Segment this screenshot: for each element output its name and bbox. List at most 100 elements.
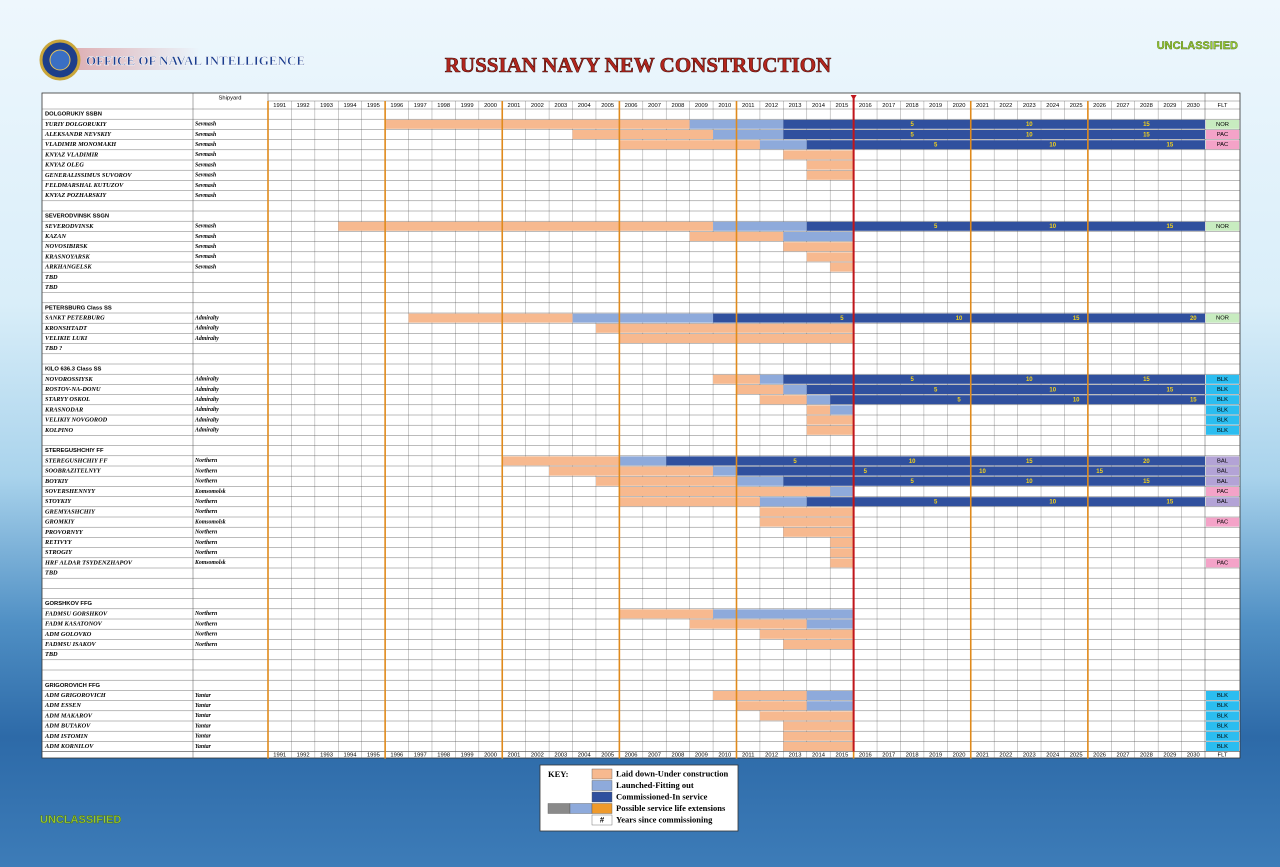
service-years-label: 5 xyxy=(934,500,938,506)
ship-name: FADMSU ISAKOV xyxy=(45,641,96,648)
laid-bar xyxy=(338,221,714,231)
shipyard: Northern xyxy=(194,632,217,638)
year-label-bottom: 2011 xyxy=(742,753,754,759)
table-frame xyxy=(41,92,1241,759)
key-label: Years since commissioning xyxy=(616,814,713,824)
fleet-label: NOR xyxy=(1216,316,1229,322)
commissioned-bar xyxy=(783,374,1205,384)
shipyard: Northern xyxy=(194,611,217,617)
year-label-bottom: 2028 xyxy=(1140,753,1153,759)
section-title: KILO 636.3 Class SS xyxy=(45,367,102,373)
fleet-label: BLK xyxy=(1217,428,1228,434)
fleet-cell xyxy=(1206,558,1239,568)
year-label: 2024 xyxy=(1046,103,1060,109)
fleet-cell xyxy=(1206,701,1239,711)
year-label-bottom: 2023 xyxy=(1023,753,1036,759)
fleet-cell xyxy=(1206,476,1239,486)
laid-bar xyxy=(806,160,854,170)
fleet-cell xyxy=(1206,466,1239,476)
year-label: 1994 xyxy=(344,103,358,109)
year-label: 2000 xyxy=(484,103,497,109)
ship-name: SOVERSHENNYY xyxy=(45,488,96,495)
service-years-label: 5 xyxy=(934,387,938,393)
year-label-bottom: 2003 xyxy=(554,753,567,759)
year-label-bottom: 2022 xyxy=(999,753,1012,759)
laid-bar xyxy=(736,701,807,711)
year-label: 2003 xyxy=(554,103,567,109)
year-label-bottom: 2008 xyxy=(671,753,684,759)
fleet-label: PAC xyxy=(1217,142,1229,148)
fleet-cell xyxy=(1206,517,1239,527)
launched-bar xyxy=(713,221,807,231)
service-years-label: 10 xyxy=(1049,224,1056,230)
ship-name: SEVERODVINSK xyxy=(45,223,94,230)
shipyard: Komsomolsk xyxy=(194,519,226,525)
commissioned-bar xyxy=(806,221,1205,231)
service-years-label: 15 xyxy=(1096,469,1103,475)
year-label-bottom: 2024 xyxy=(1046,753,1060,759)
year-label-bottom: 2029 xyxy=(1163,753,1176,759)
service-years-label: 10 xyxy=(956,316,963,322)
year-label: 2016 xyxy=(859,103,872,109)
year-label-bottom: 1999 xyxy=(461,753,474,759)
ship-name: NOVOSIBIRSK xyxy=(44,243,88,250)
shipyard: Admiralty xyxy=(194,428,219,434)
shipyard: Sevmash xyxy=(195,234,216,240)
ship-name: SANKT PETERBURG xyxy=(45,315,105,322)
year-label: 2029 xyxy=(1163,103,1176,109)
laid-bar xyxy=(385,119,690,129)
commissioned-bar xyxy=(666,456,1205,466)
commissioned-bar xyxy=(830,395,1205,405)
commissioned-bar xyxy=(806,140,1205,150)
service-years-label: 10 xyxy=(1026,377,1033,383)
commissioned-bar xyxy=(783,476,1205,486)
year-label-bottom: 2013 xyxy=(789,753,802,759)
fleet-header: FLT xyxy=(1218,103,1228,109)
year-label-bottom: 2002 xyxy=(531,753,544,759)
commissioned-bar xyxy=(806,385,1205,394)
section-title: GRIGOROVICH FFG xyxy=(45,683,101,689)
title: RUSSIAN NAVY NEW CONSTRUCTION xyxy=(445,53,831,77)
laid-bar xyxy=(572,130,714,139)
fleet-cell xyxy=(1206,711,1239,721)
ship-name: KOLPINO xyxy=(44,427,73,434)
year-label: 2019 xyxy=(929,103,942,109)
ship-name: STARYY OSKOL xyxy=(45,396,90,403)
laid-bar xyxy=(619,487,831,496)
section-title: DOLGORUKIY SSBN xyxy=(45,112,102,118)
ship-name: STROGIY xyxy=(45,549,73,556)
fleet-cell xyxy=(1206,395,1239,405)
laid-bar xyxy=(713,691,807,700)
key-label: Commissioned-In service xyxy=(616,791,708,801)
shipyard: Sevmash xyxy=(195,142,216,148)
shipyard: Admiralty xyxy=(194,315,219,321)
year-label-bottom: 1997 xyxy=(414,753,427,759)
year-label-bottom: 2021 xyxy=(976,753,989,759)
agency-name: OFFICE OF NAVAL INTELLIGENCE xyxy=(86,53,305,68)
ship-name: STEREGUSHCHIY FF xyxy=(45,457,108,464)
shipyard: Yantar xyxy=(195,744,212,750)
launched-bar xyxy=(759,140,807,150)
fleet-cell xyxy=(1206,742,1239,751)
shipyard: Sevmash xyxy=(195,244,216,250)
shipyard: Yantar xyxy=(195,734,212,740)
logo: OFFICE OF NAVAL INTELLIGENCE xyxy=(39,39,305,81)
fleet-label: BLK xyxy=(1217,377,1228,383)
fleet-cell xyxy=(1206,385,1239,394)
year-label-bottom: 2019 xyxy=(929,753,942,759)
laid-bar xyxy=(549,466,714,476)
year-label: 2001 xyxy=(508,103,521,109)
year-label: 2026 xyxy=(1093,103,1106,109)
ship-name: TBD ? xyxy=(45,345,62,352)
shipyard: Northern xyxy=(194,530,217,536)
year-label-bottom: 2005 xyxy=(601,753,614,759)
ship-name: HRF ALDAR TSYDENZHAPOV xyxy=(44,559,133,566)
shipyard: Admiralty xyxy=(194,377,219,383)
ship-name: ROSTOV-NA-DONU xyxy=(44,386,101,393)
key-label: Laid down-Under construction xyxy=(616,768,729,778)
laid-bar xyxy=(783,150,854,160)
fleet-cell xyxy=(1206,497,1239,507)
shipyard: Admiralty xyxy=(194,387,219,393)
section-title: SEVERODVINSK SSGN xyxy=(45,214,109,220)
